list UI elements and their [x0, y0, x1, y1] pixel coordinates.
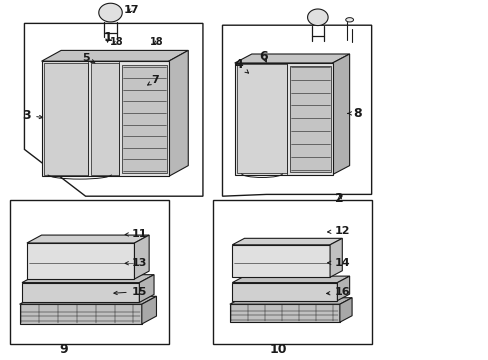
Polygon shape: [41, 61, 168, 176]
Polygon shape: [27, 243, 134, 279]
Text: 9: 9: [59, 343, 68, 356]
Polygon shape: [99, 3, 122, 22]
Polygon shape: [139, 275, 154, 302]
Polygon shape: [91, 63, 119, 175]
Polygon shape: [289, 66, 330, 172]
Text: 10: 10: [269, 343, 287, 356]
Text: 13: 13: [125, 258, 147, 268]
Polygon shape: [232, 283, 337, 301]
Text: 7: 7: [147, 75, 159, 85]
Text: 16: 16: [326, 287, 349, 297]
Polygon shape: [20, 304, 142, 324]
Polygon shape: [339, 298, 351, 322]
Polygon shape: [20, 296, 156, 304]
Text: 15: 15: [114, 287, 147, 297]
Polygon shape: [234, 54, 349, 63]
Polygon shape: [232, 238, 342, 245]
Text: 8: 8: [347, 107, 362, 120]
Text: 4: 4: [234, 58, 248, 73]
Polygon shape: [307, 9, 327, 26]
Polygon shape: [22, 283, 139, 302]
Polygon shape: [41, 50, 188, 61]
Text: 12: 12: [327, 226, 349, 236]
Polygon shape: [27, 235, 149, 243]
Text: 11: 11: [125, 229, 147, 239]
Polygon shape: [234, 63, 332, 175]
Polygon shape: [229, 304, 339, 322]
Polygon shape: [134, 235, 149, 279]
Text: 1: 1: [103, 31, 112, 44]
Text: 2: 2: [335, 192, 344, 204]
Polygon shape: [22, 275, 154, 283]
Text: 17: 17: [123, 5, 139, 15]
Text: 3: 3: [22, 109, 42, 122]
Polygon shape: [229, 298, 351, 304]
Polygon shape: [337, 276, 349, 301]
Polygon shape: [168, 50, 188, 176]
Text: 14: 14: [327, 258, 349, 268]
Polygon shape: [329, 238, 342, 277]
Text: 5: 5: [82, 53, 95, 63]
Polygon shape: [44, 63, 88, 175]
Text: 18: 18: [149, 37, 163, 48]
Text: 18: 18: [109, 37, 123, 48]
Polygon shape: [232, 276, 349, 283]
Polygon shape: [232, 245, 329, 277]
Ellipse shape: [345, 18, 353, 22]
Polygon shape: [332, 54, 349, 175]
Polygon shape: [142, 296, 156, 324]
Polygon shape: [122, 65, 167, 173]
Text: 6: 6: [259, 50, 268, 63]
Polygon shape: [236, 64, 286, 173]
